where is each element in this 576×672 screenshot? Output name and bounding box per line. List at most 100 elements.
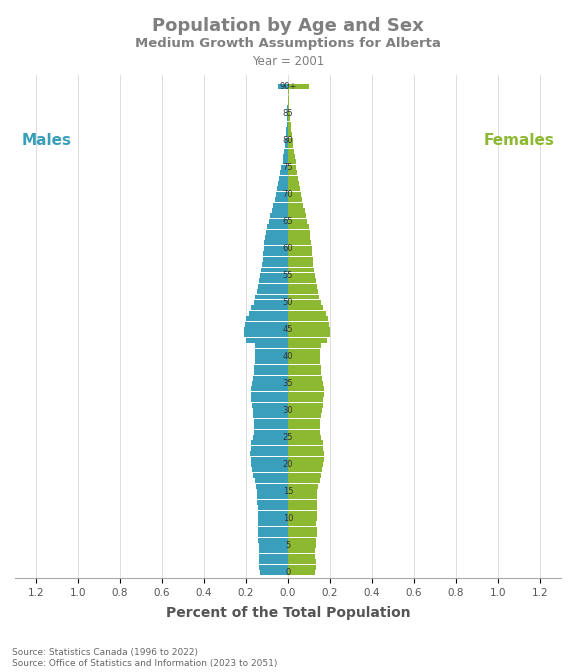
Bar <box>257 500 288 505</box>
Bar <box>288 424 320 429</box>
Bar <box>251 305 288 310</box>
Bar <box>288 192 301 197</box>
Bar <box>288 435 321 440</box>
Bar <box>260 570 288 575</box>
Bar <box>288 386 324 391</box>
Bar <box>288 462 323 467</box>
Bar <box>267 224 288 229</box>
Bar <box>256 484 288 489</box>
Bar <box>252 403 288 407</box>
Bar <box>288 143 293 149</box>
Text: Year = 2001: Year = 2001 <box>252 55 324 68</box>
Bar <box>275 198 288 202</box>
Bar <box>288 413 321 419</box>
Bar <box>288 224 309 229</box>
Text: 90+: 90+ <box>279 82 297 91</box>
Bar <box>285 143 288 149</box>
Bar <box>287 116 288 121</box>
Text: 45: 45 <box>283 325 293 334</box>
Bar <box>288 538 316 543</box>
Bar <box>263 257 288 261</box>
Bar <box>288 284 317 289</box>
Text: 25: 25 <box>283 433 293 442</box>
Bar <box>288 300 321 305</box>
X-axis label: Percent of the Total Population: Percent of the Total Population <box>166 606 410 620</box>
Bar <box>261 267 288 272</box>
Bar <box>264 241 288 245</box>
Bar <box>266 230 288 235</box>
Bar <box>253 376 288 380</box>
Bar <box>288 127 291 132</box>
Bar <box>283 154 288 159</box>
Bar <box>284 149 288 154</box>
Bar <box>251 462 288 467</box>
Bar <box>288 370 321 375</box>
Bar <box>288 89 289 94</box>
Bar <box>251 457 288 462</box>
Bar <box>288 446 324 451</box>
Bar <box>288 451 324 456</box>
Bar <box>288 278 316 284</box>
Bar <box>288 429 320 435</box>
Bar <box>259 564 288 570</box>
Bar <box>288 521 316 526</box>
Bar <box>288 564 316 570</box>
Bar <box>245 321 288 327</box>
Text: 70: 70 <box>283 190 293 199</box>
Bar <box>288 257 313 261</box>
Bar <box>288 349 320 353</box>
Bar <box>276 192 288 197</box>
Bar <box>288 403 323 407</box>
Text: 15: 15 <box>283 487 293 496</box>
Text: Medium Growth Assumptions for Alberta: Medium Growth Assumptions for Alberta <box>135 37 441 50</box>
Text: 85: 85 <box>283 109 293 118</box>
Bar <box>288 419 320 424</box>
Text: 10: 10 <box>283 514 293 523</box>
Bar <box>288 186 300 192</box>
Bar <box>270 214 288 218</box>
Bar <box>257 495 288 499</box>
Bar <box>288 100 289 105</box>
Bar <box>288 500 317 505</box>
Bar <box>253 413 288 419</box>
Bar <box>273 203 288 208</box>
Bar <box>255 349 288 353</box>
Bar <box>288 154 295 159</box>
Bar <box>288 343 321 348</box>
Text: Source: Office of Statistics and Information (2023 to 2051): Source: Office of Statistics and Informa… <box>12 659 277 668</box>
Bar <box>288 267 314 272</box>
Bar <box>288 559 316 564</box>
Bar <box>288 360 320 364</box>
Bar <box>288 570 315 575</box>
Bar <box>286 127 288 132</box>
Bar <box>259 543 288 548</box>
Text: Population by Age and Sex: Population by Age and Sex <box>152 17 424 35</box>
Bar <box>288 310 326 316</box>
Bar <box>288 408 322 413</box>
Bar <box>288 116 290 121</box>
Bar <box>288 489 317 494</box>
Bar <box>288 235 310 240</box>
Bar <box>255 360 288 364</box>
Bar <box>260 273 288 278</box>
Bar <box>287 122 288 126</box>
Bar <box>288 316 328 321</box>
Bar <box>251 440 288 446</box>
Bar <box>252 381 288 386</box>
Bar <box>288 354 320 359</box>
Text: 75: 75 <box>283 163 293 172</box>
Text: 0: 0 <box>285 568 291 577</box>
Bar <box>288 397 323 402</box>
Bar <box>247 338 288 343</box>
Bar <box>262 262 288 267</box>
Text: 40: 40 <box>283 352 293 361</box>
Bar <box>258 284 288 289</box>
Bar <box>288 273 315 278</box>
Bar <box>286 138 288 143</box>
Bar <box>255 424 288 429</box>
Text: 50: 50 <box>283 298 293 307</box>
Bar <box>288 478 320 483</box>
Text: 35: 35 <box>283 379 293 388</box>
Bar <box>288 457 324 462</box>
Bar <box>254 419 288 424</box>
